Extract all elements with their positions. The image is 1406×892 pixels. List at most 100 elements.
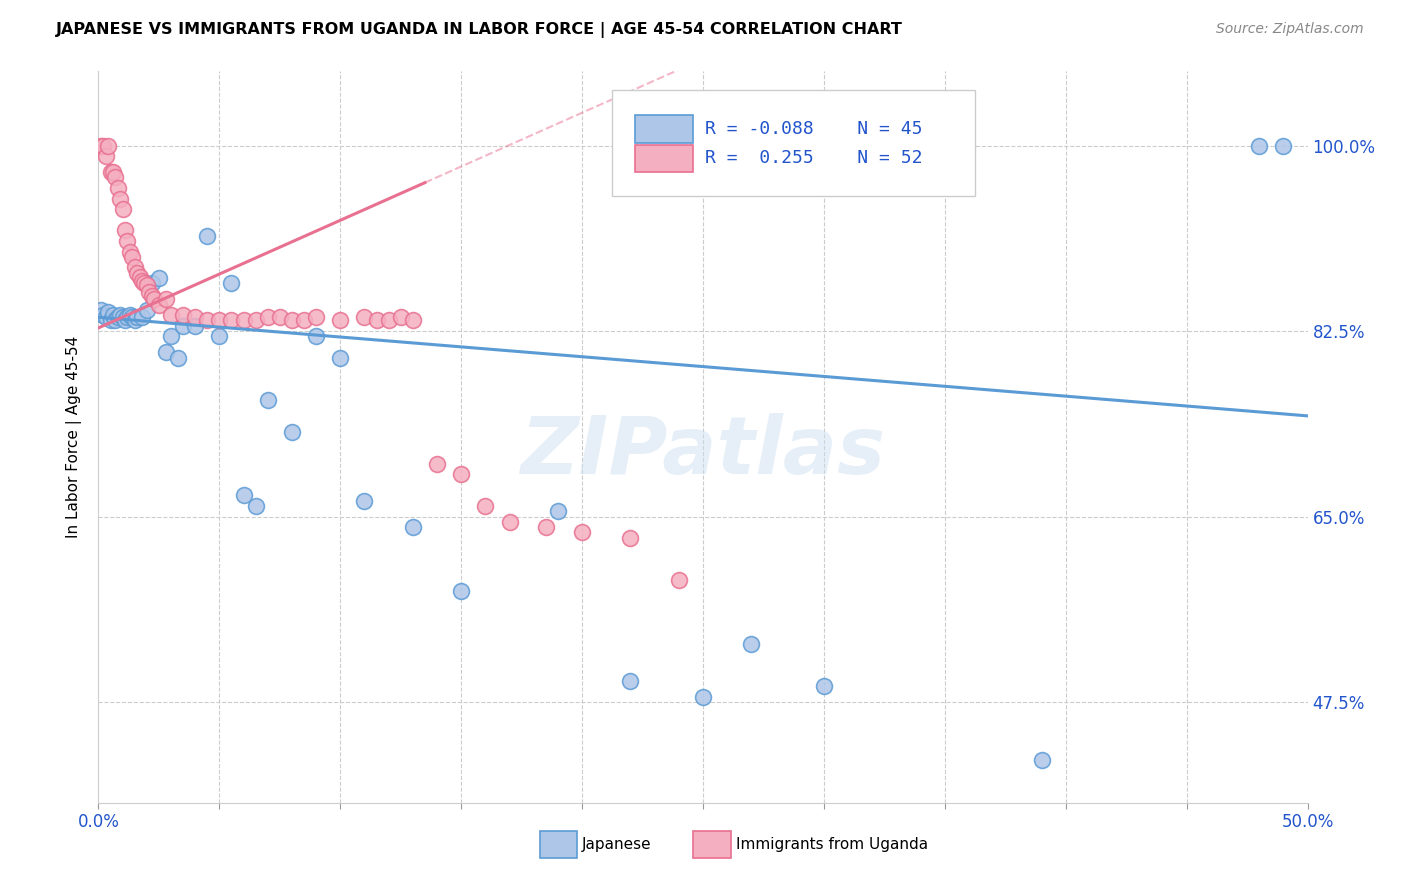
Point xyxy=(128,270,150,285)
Point xyxy=(124,260,146,275)
Point xyxy=(619,673,641,688)
Point xyxy=(134,277,156,291)
Point xyxy=(104,170,127,185)
Point xyxy=(107,181,129,195)
Point xyxy=(1272,138,1295,153)
Point xyxy=(135,278,157,293)
Point xyxy=(281,313,304,327)
Point xyxy=(389,310,412,325)
Point xyxy=(184,318,207,333)
Point xyxy=(117,310,139,325)
Point xyxy=(141,289,163,303)
Point xyxy=(138,285,160,299)
Point xyxy=(292,313,315,327)
Point xyxy=(245,313,267,327)
Point xyxy=(97,305,120,319)
Point xyxy=(148,297,170,311)
Point xyxy=(118,308,141,322)
Point xyxy=(111,202,134,216)
Point xyxy=(208,329,231,343)
Point xyxy=(281,425,304,439)
Point xyxy=(127,310,149,325)
Text: R =  0.255    N = 52: R = 0.255 N = 52 xyxy=(706,149,922,168)
Point xyxy=(114,313,136,327)
Point xyxy=(143,293,166,307)
Point xyxy=(256,310,278,325)
Point xyxy=(1031,753,1053,767)
Point xyxy=(101,308,124,322)
Point xyxy=(111,310,134,325)
Point xyxy=(450,583,472,598)
Point xyxy=(114,223,136,237)
Point xyxy=(305,329,328,343)
Point xyxy=(148,271,170,285)
Point xyxy=(97,138,120,153)
Y-axis label: In Labor Force | Age 45-54: In Labor Force | Age 45-54 xyxy=(66,336,83,538)
FancyBboxPatch shape xyxy=(613,90,976,195)
Text: JAPANESE VS IMMIGRANTS FROM UGANDA IN LABOR FORCE | AGE 45-54 CORRELATION CHART: JAPANESE VS IMMIGRANTS FROM UGANDA IN LA… xyxy=(56,22,903,38)
Point xyxy=(131,310,153,325)
Point xyxy=(426,457,449,471)
Point xyxy=(91,138,114,153)
Text: ZIPatlas: ZIPatlas xyxy=(520,413,886,491)
Point xyxy=(94,149,117,163)
Point xyxy=(160,308,183,322)
Point xyxy=(329,351,352,365)
Point xyxy=(172,318,194,333)
Point xyxy=(108,192,131,206)
Point xyxy=(1249,138,1271,153)
FancyBboxPatch shape xyxy=(693,831,731,858)
Point xyxy=(94,310,117,325)
Text: Source: ZipAtlas.com: Source: ZipAtlas.com xyxy=(1216,22,1364,37)
Point xyxy=(195,228,218,243)
Point xyxy=(221,277,243,291)
Point xyxy=(353,310,375,325)
Point xyxy=(547,504,569,518)
Point xyxy=(135,302,157,317)
Point xyxy=(101,165,124,179)
Point xyxy=(353,493,375,508)
Point xyxy=(740,637,762,651)
Point xyxy=(127,266,149,280)
FancyBboxPatch shape xyxy=(636,145,693,172)
FancyBboxPatch shape xyxy=(636,115,693,143)
Point xyxy=(474,499,496,513)
Point xyxy=(813,679,835,693)
Point xyxy=(91,308,114,322)
Text: R = -0.088    N = 45: R = -0.088 N = 45 xyxy=(706,120,922,138)
Point xyxy=(117,234,139,248)
Point xyxy=(305,310,328,325)
Point xyxy=(100,165,122,179)
Point xyxy=(90,302,112,317)
Point xyxy=(118,244,141,259)
Point xyxy=(195,313,218,327)
Point xyxy=(450,467,472,482)
Text: Japanese: Japanese xyxy=(582,837,652,852)
Point xyxy=(208,313,231,327)
Point xyxy=(256,392,278,407)
Point xyxy=(124,313,146,327)
Point xyxy=(245,499,267,513)
FancyBboxPatch shape xyxy=(540,831,578,858)
Point xyxy=(100,313,122,327)
Point xyxy=(172,308,194,322)
Point xyxy=(329,313,352,327)
Point xyxy=(232,488,254,502)
Point xyxy=(221,313,243,327)
Point xyxy=(90,138,112,153)
Point xyxy=(108,308,131,322)
Point xyxy=(269,310,291,325)
Point xyxy=(104,313,127,327)
Point xyxy=(131,274,153,288)
Point xyxy=(232,313,254,327)
Point xyxy=(534,520,557,534)
Point xyxy=(107,310,129,325)
Point xyxy=(155,293,177,307)
Point xyxy=(377,313,399,327)
Point xyxy=(184,310,207,325)
Point xyxy=(155,345,177,359)
Point xyxy=(160,329,183,343)
Text: Immigrants from Uganda: Immigrants from Uganda xyxy=(735,837,928,852)
Point xyxy=(167,351,190,365)
Point xyxy=(619,531,641,545)
